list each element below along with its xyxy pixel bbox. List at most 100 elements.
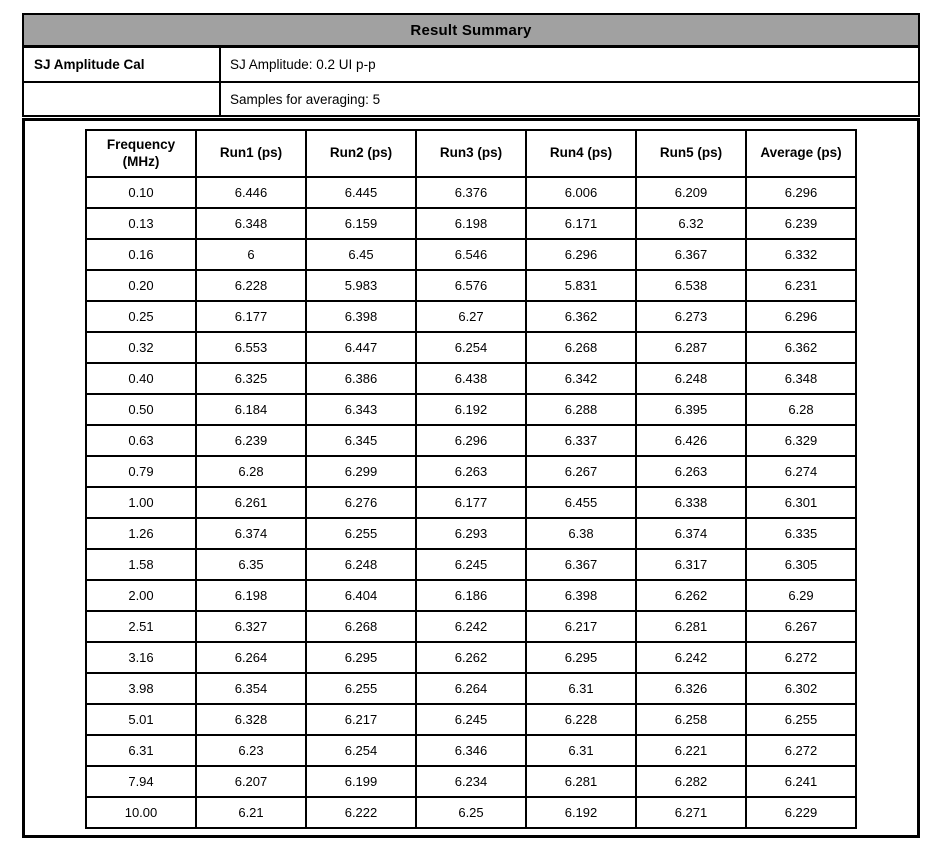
value-cell: 6.345 [305,424,417,457]
frequency-cell: 0.13 [85,207,197,240]
frequency-cell: 3.16 [85,641,197,674]
table-row: 0.25 6.177 6.398 6.27 6.362 6.273 6.296 [85,300,857,333]
value-cell: 6.326 [635,672,747,705]
value-cell: 6.221 [635,734,747,767]
value-cell: 6.329 [745,424,857,457]
value-cell: 6.273 [635,300,747,333]
result-summary-title-bar: Result Summary [24,15,918,48]
info-row-sj-amplitude: SJ Amplitude Cal SJ Amplitude: 0.2 UI p-… [24,48,918,81]
frequency-cell: 5.01 [85,703,197,736]
frequency-cell: 0.63 [85,424,197,457]
table-row: 2.51 6.327 6.268 6.242 6.217 6.281 6.267 [85,610,857,643]
value-cell: 5.983 [305,269,417,302]
value-cell: 6.228 [195,269,307,302]
value-cell: 6.177 [415,486,527,519]
value-cell: 6.248 [305,548,417,581]
value-cell: 6.343 [305,393,417,426]
value-cell: 6.445 [305,176,417,209]
value-cell: 6.262 [415,641,527,674]
value-cell: 6.32 [635,207,747,240]
table-row: 0.32 6.553 6.447 6.254 6.268 6.287 6.362 [85,331,857,364]
info-empty-cell [24,83,221,115]
column-header: Run2 (ps) [305,129,417,178]
table-row: 2.00 6.198 6.404 6.186 6.398 6.262 6.29 [85,579,857,612]
value-cell: 6.192 [525,796,637,829]
value-cell: 6.327 [195,610,307,643]
results-outer-box: Frequency (MHz) Run1 (ps) Run2 (ps) Run3 (p… [22,118,920,838]
value-cell: 6.192 [415,393,527,426]
frequency-cell: 2.00 [85,579,197,612]
table-row: 7.94 6.207 6.199 6.234 6.281 6.282 6.241 [85,765,857,798]
value-cell: 6.325 [195,362,307,395]
value-cell: 6.376 [415,176,527,209]
value-cell: 6.21 [195,796,307,829]
value-cell: 6.239 [195,424,307,457]
table-row: 0.40 6.325 6.386 6.438 6.342 6.248 6.348 [85,362,857,395]
value-cell: 6.29 [745,579,857,612]
value-cell: 6.45 [305,238,417,271]
value-cell: 6.293 [415,517,527,550]
value-cell: 6.274 [745,455,857,488]
value-cell: 6.264 [195,641,307,674]
value-cell: 6.199 [305,765,417,798]
value-cell: 6.209 [635,176,747,209]
value-cell: 6.241 [745,765,857,798]
value-cell: 6.222 [305,796,417,829]
value-cell: 6.171 [525,207,637,240]
value-cell: 6.231 [745,269,857,302]
frequency-cell: 1.26 [85,517,197,550]
value-cell: 6.426 [635,424,747,457]
value-cell: 6.337 [525,424,637,457]
info-row-samples: Samples for averaging: 5 [24,81,918,115]
frequency-cell: 0.40 [85,362,197,395]
value-cell: 6 [195,238,307,271]
value-cell: 6.25 [415,796,527,829]
frequency-cell: 10.00 [85,796,197,829]
value-cell: 6.447 [305,331,417,364]
value-cell: 6.234 [415,765,527,798]
value-cell: 6.31 [525,734,637,767]
value-cell: 5.831 [525,269,637,302]
column-header: Run4 (ps) [525,129,637,178]
table-row: 0.50 6.184 6.343 6.192 6.288 6.395 6.28 [85,393,857,426]
value-cell: 6.272 [745,734,857,767]
value-cell: 6.254 [415,331,527,364]
results-table-body: 0.10 6.446 6.445 6.376 6.006 6.209 6.296 0.13 6.… [85,176,857,829]
table-row: 0.10 6.446 6.445 6.376 6.006 6.209 6.296 [85,176,857,209]
column-header: Run5 (ps) [635,129,747,178]
value-cell: 6.295 [305,641,417,674]
value-cell: 6.229 [745,796,857,829]
value-cell: 6.245 [415,548,527,581]
value-cell: 6.295 [525,641,637,674]
value-cell: 6.338 [635,486,747,519]
value-cell: 6.264 [415,672,527,705]
value-cell: 6.296 [525,238,637,271]
value-cell: 6.398 [305,300,417,333]
value-cell: 6.258 [635,703,747,736]
value-cell: 6.268 [305,610,417,643]
value-cell: 6.281 [635,610,747,643]
frequency-cell: 0.16 [85,238,197,271]
frequency-cell: 3.98 [85,672,197,705]
table-row: 5.01 6.328 6.217 6.245 6.228 6.258 6.255 [85,703,857,736]
header-info-table: Result Summary SJ Amplitude Cal SJ Ampli… [22,13,920,117]
value-cell: 6.239 [745,207,857,240]
value-cell: 6.255 [305,672,417,705]
frequency-cell: 2.51 [85,610,197,643]
value-cell: 6.28 [745,393,857,426]
value-cell: 6.207 [195,765,307,798]
value-cell: 6.254 [305,734,417,767]
value-cell: 6.362 [525,300,637,333]
value-cell: 6.28 [195,455,307,488]
value-cell: 6.271 [635,796,747,829]
value-cell: 6.296 [745,176,857,209]
value-cell: 6.301 [745,486,857,519]
value-cell: 6.332 [745,238,857,271]
value-cell: 6.281 [525,765,637,798]
value-cell: 6.288 [525,393,637,426]
table-row: 3.98 6.354 6.255 6.264 6.31 6.326 6.302 [85,672,857,705]
value-cell: 6.346 [415,734,527,767]
value-cell: 6.217 [525,610,637,643]
value-cell: 6.35 [195,548,307,581]
frequency-cell: 0.10 [85,176,197,209]
